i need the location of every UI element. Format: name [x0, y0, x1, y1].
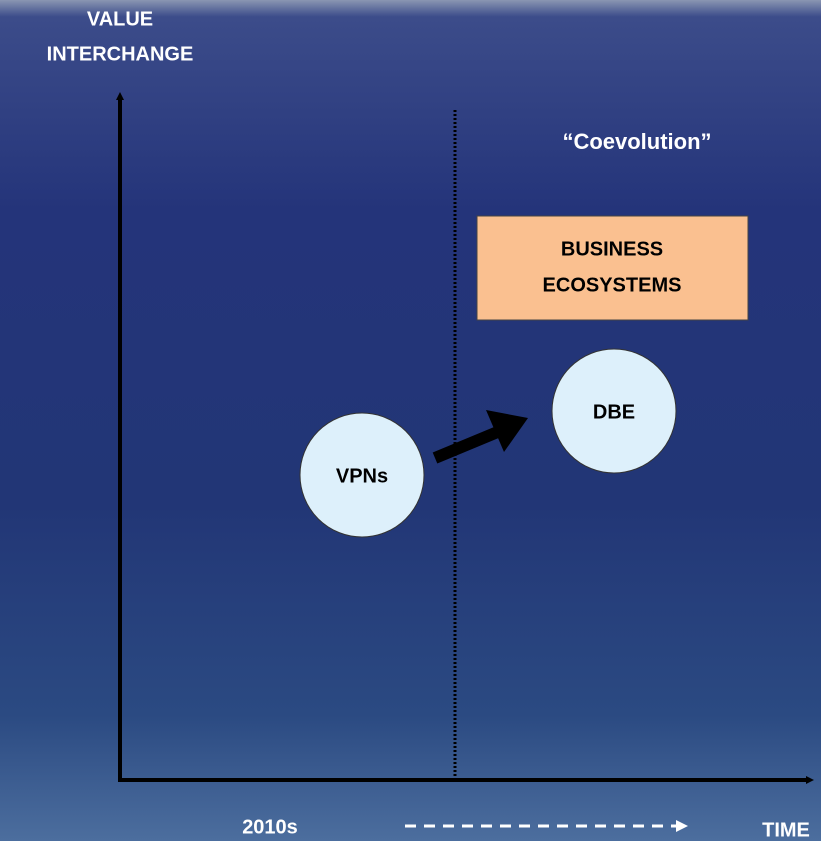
x-axis-label: TIME — [762, 819, 810, 841]
ecosystem-box — [477, 216, 748, 320]
box-label: BUSINESS — [561, 238, 663, 260]
slide: VALUE INTERCHANGE “Coevolution” BUSINESS… — [0, 0, 821, 841]
node-label: VPNs — [336, 465, 388, 487]
box-label: ECOSYSTEMS — [543, 274, 682, 296]
phase-label: “Coevolution” — [562, 129, 711, 154]
y-axis-label: INTERCHANGE — [47, 43, 194, 65]
y-axis-label: VALUE — [87, 8, 153, 30]
node-label: DBE — [593, 401, 635, 423]
background — [0, 0, 821, 841]
era-label: 2010s — [242, 816, 298, 838]
